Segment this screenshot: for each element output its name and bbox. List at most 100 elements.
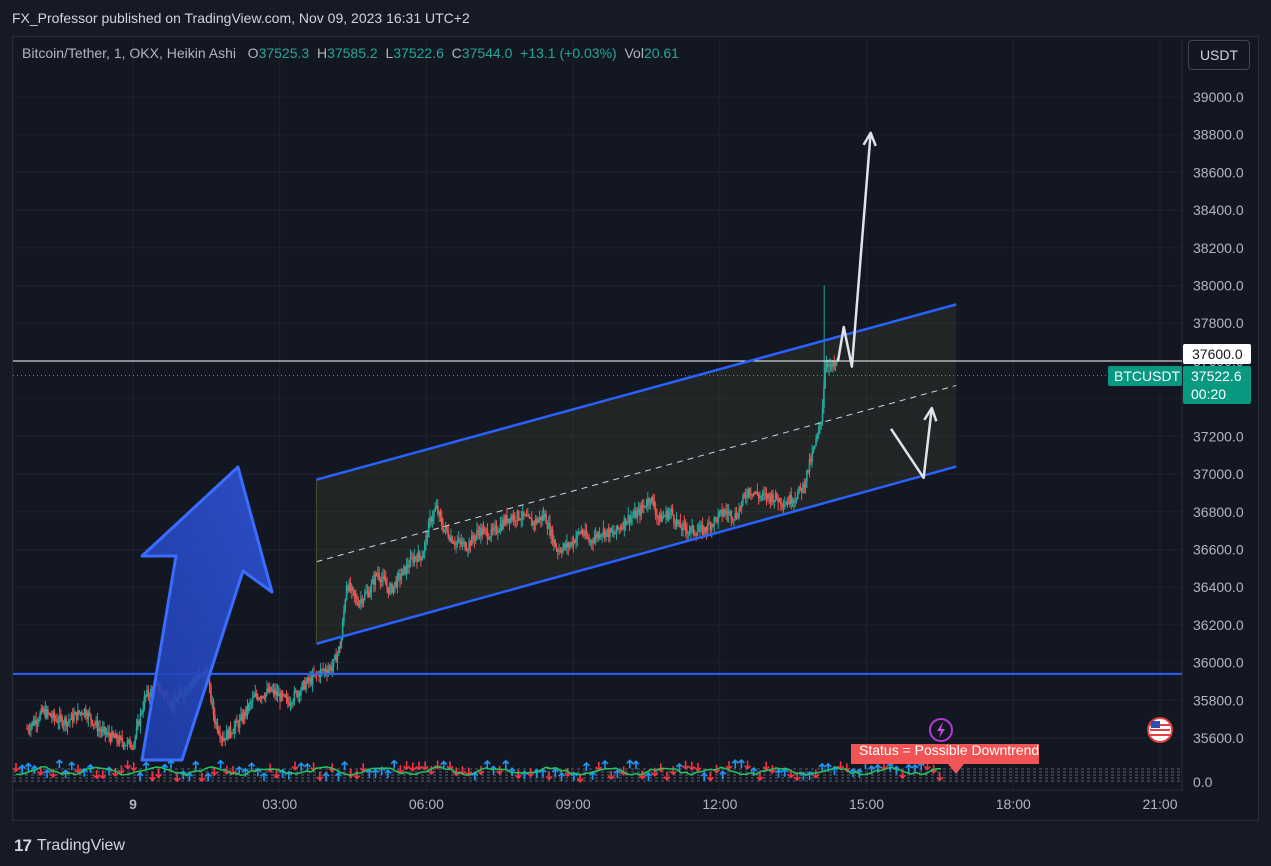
candle-body bbox=[211, 701, 214, 703]
candle-body bbox=[352, 587, 354, 591]
candle-body bbox=[765, 493, 768, 499]
signal-arrow bbox=[117, 765, 125, 775]
candle-body bbox=[748, 488, 751, 495]
candle-body bbox=[32, 721, 35, 725]
candle-body bbox=[328, 666, 331, 670]
candle-body bbox=[326, 671, 328, 674]
candle-body bbox=[394, 581, 396, 586]
candle-body bbox=[825, 362, 828, 368]
candle-body bbox=[57, 722, 60, 724]
candle-body bbox=[396, 574, 399, 588]
candle-body bbox=[364, 593, 366, 600]
candle-body bbox=[324, 669, 327, 672]
signal-arrow bbox=[657, 763, 665, 773]
currency-button[interactable]: USDT bbox=[1188, 40, 1250, 70]
candle-body bbox=[318, 673, 320, 678]
candle-body bbox=[786, 501, 789, 505]
candle-body bbox=[281, 692, 284, 696]
candle-body bbox=[348, 582, 350, 592]
candle-body bbox=[490, 528, 493, 538]
time-axis[interactable]: 9 03:00 06:00 09:00 12:00 15:00 18:00 21:00 bbox=[129, 796, 1178, 812]
candle-body bbox=[691, 525, 693, 528]
candle-body bbox=[448, 537, 451, 541]
candle-body bbox=[341, 621, 344, 639]
candle-body bbox=[142, 708, 144, 713]
candle-body bbox=[525, 515, 528, 517]
candle-body bbox=[65, 717, 67, 727]
candle-body bbox=[781, 504, 783, 506]
candle-body bbox=[58, 714, 61, 723]
candle-body bbox=[86, 716, 88, 720]
candle-body bbox=[54, 718, 57, 720]
candle-body bbox=[347, 586, 349, 592]
signal-arrow bbox=[502, 759, 510, 769]
candle-body bbox=[358, 601, 361, 606]
candle-body bbox=[345, 586, 348, 601]
signal-arrow bbox=[582, 761, 590, 771]
price-axis[interactable]: 35600.0 35800.0 36000.0 36200.0 36400.0 36600… bbox=[1193, 89, 1244, 746]
candle-body bbox=[228, 726, 230, 739]
candle-body bbox=[623, 518, 626, 529]
candle-body bbox=[268, 686, 271, 692]
candle-body bbox=[259, 698, 262, 700]
low-key: L bbox=[385, 45, 394, 61]
candle-body bbox=[581, 530, 584, 534]
lightning-icon[interactable] bbox=[929, 718, 953, 742]
candle-body bbox=[609, 528, 611, 538]
candle-body bbox=[275, 691, 277, 695]
candle-body bbox=[789, 494, 791, 504]
candle-body bbox=[84, 708, 87, 717]
candle-body bbox=[255, 693, 258, 697]
candle-body bbox=[225, 730, 228, 740]
signal-arrow bbox=[409, 762, 417, 772]
candle-body bbox=[553, 539, 555, 544]
signal-arrow bbox=[235, 765, 243, 775]
candle-body bbox=[534, 518, 537, 525]
candle-body bbox=[746, 496, 748, 498]
candle-body bbox=[418, 551, 421, 557]
candle-body bbox=[679, 521, 682, 529]
candle-body bbox=[399, 573, 401, 580]
candle-body bbox=[56, 719, 58, 723]
candle-body bbox=[238, 718, 241, 728]
candle-body bbox=[487, 538, 490, 540]
candle-body bbox=[129, 739, 131, 748]
candle-body bbox=[242, 712, 245, 722]
candle-body bbox=[521, 511, 524, 519]
signal-arrow bbox=[341, 760, 349, 770]
candle-body bbox=[723, 510, 726, 514]
candle-body bbox=[666, 511, 669, 520]
price-tick-label: 36400.0 bbox=[1193, 579, 1244, 595]
chart-frame[interactable] bbox=[12, 36, 1259, 821]
candle-body bbox=[641, 505, 644, 508]
candle-body bbox=[437, 505, 439, 515]
candle-body bbox=[803, 483, 806, 489]
candle-body bbox=[834, 363, 837, 367]
candle-body bbox=[427, 521, 430, 538]
candle-body bbox=[560, 551, 563, 553]
tradingview-logo[interactable]: 17 TradingView bbox=[14, 836, 125, 856]
candle-body bbox=[264, 692, 267, 698]
candle-body bbox=[559, 549, 562, 552]
candle-body bbox=[813, 445, 816, 449]
candle-body bbox=[597, 532, 600, 538]
candle-body bbox=[498, 530, 500, 533]
us-flag-icon[interactable] bbox=[1147, 717, 1173, 743]
candle-body bbox=[747, 488, 750, 497]
bottom-bar bbox=[0, 821, 1271, 866]
time-tick-label: 9 bbox=[129, 796, 137, 812]
candle-body bbox=[83, 708, 86, 715]
candle-body bbox=[770, 493, 773, 502]
up-arrow-drawing bbox=[140, 465, 274, 762]
candle-body bbox=[502, 519, 504, 530]
candle-body bbox=[506, 515, 508, 523]
signal-arrow bbox=[744, 760, 752, 770]
signal-arrow bbox=[446, 761, 454, 771]
candle-body bbox=[388, 587, 391, 594]
candle-body bbox=[513, 514, 516, 521]
candle-body bbox=[507, 518, 510, 523]
channel-lower-line bbox=[316, 465, 957, 645]
candle-body bbox=[452, 542, 455, 544]
candle-body bbox=[138, 720, 140, 726]
